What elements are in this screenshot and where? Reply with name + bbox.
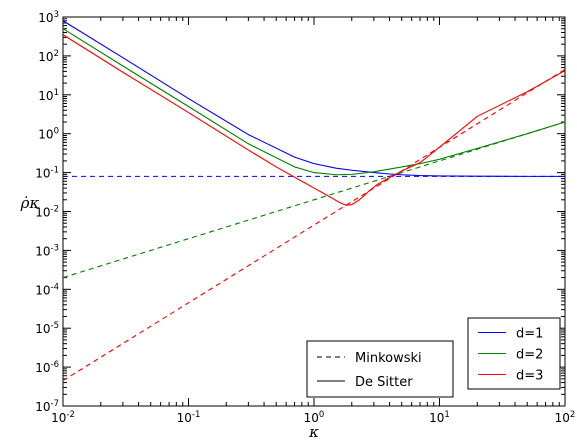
axis-tick-labels: 10-2 10-1 100 101 102 10-7 10-6 10-5 10-4 10-3 10-… — [35, 10, 575, 425]
legend-style-label: Minkowski — [355, 351, 422, 366]
series-group — [62, 20, 566, 382]
legend-style-label: De Sitter — [355, 375, 413, 390]
y-axis-label: ρ̇κ — [20, 194, 40, 212]
legend-dimension-label: d=1 — [516, 327, 543, 342]
y-tick-label: 10-5 — [35, 321, 59, 336]
legend-line-styles: Minkowski De Sitter — [306, 340, 454, 398]
legend-dimensions: d=1 d=2 d=3 — [467, 317, 561, 390]
y-tick-label: 100 — [38, 127, 59, 142]
y-tick-label: 10-1 — [35, 166, 59, 181]
legend-style-box — [306, 340, 454, 398]
y-tick-label: 10-3 — [35, 243, 59, 258]
legend-dimension-label: d=3 — [516, 369, 543, 384]
y-tick-label: 102 — [38, 49, 59, 64]
y-tick-label: 101 — [38, 88, 59, 103]
x-tick-label: 101 — [429, 410, 450, 425]
series-line-d2-de-sitter — [62, 28, 566, 176]
x-tick-label: 102 — [555, 410, 576, 425]
axis-ticks — [62, 16, 566, 407]
series-line-d1-de-sitter — [62, 20, 565, 177]
series-line-d2-minkowski — [62, 121, 566, 279]
y-tick-label: 103 — [38, 10, 59, 25]
y-tick-label: 10-7 — [35, 399, 59, 414]
y-tick-label: 10-2 — [35, 205, 59, 220]
x-tick-label: 100 — [304, 410, 325, 425]
y-tick-label: 10-6 — [35, 360, 59, 375]
legend-dimension-label: d=2 — [516, 348, 543, 363]
x-axis-label: κ — [308, 423, 319, 441]
series-line-d3-minkowski — [62, 68, 566, 382]
x-tick-label: 10-1 — [177, 410, 201, 425]
y-tick-label: 10-4 — [35, 282, 59, 297]
x-tick-label: 10-2 — [51, 410, 75, 425]
series-line-d3-de-sitter — [62, 34, 566, 206]
